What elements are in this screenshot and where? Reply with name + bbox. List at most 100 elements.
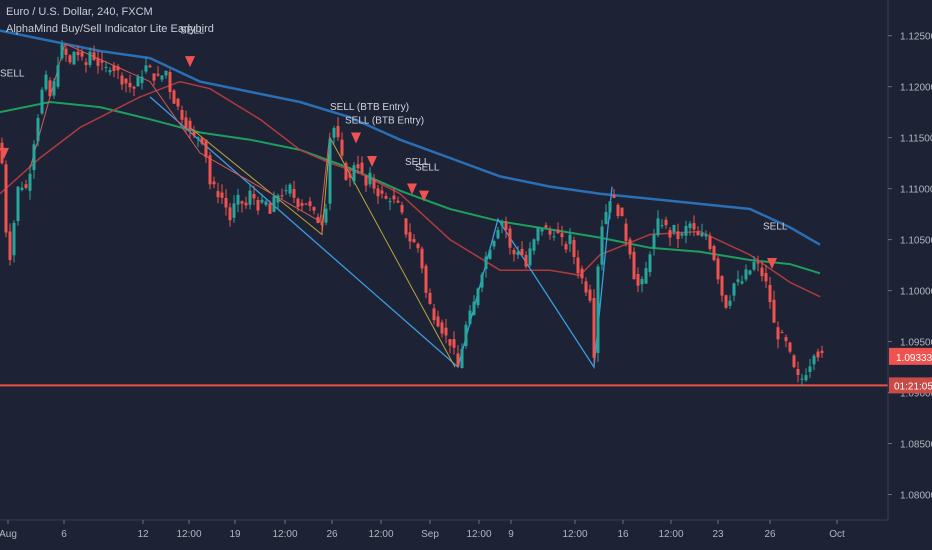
candle-body xyxy=(656,218,660,236)
time-badge-label: 01:21:05 xyxy=(894,381,932,392)
candle-body xyxy=(492,240,496,247)
candle-body xyxy=(140,76,144,84)
candle-body xyxy=(392,195,396,200)
candle-body xyxy=(116,66,120,71)
sell-marker-icon xyxy=(407,183,417,195)
candle-body xyxy=(252,193,256,199)
candle-body xyxy=(356,164,360,169)
candle-body xyxy=(48,80,52,97)
candle-body xyxy=(532,239,536,251)
x-tick-label: 9 xyxy=(508,529,514,540)
candle-body xyxy=(32,144,36,171)
candle-body xyxy=(160,75,164,80)
candle-body xyxy=(760,267,764,277)
candle-body xyxy=(684,225,688,236)
candle-body xyxy=(52,81,56,96)
candle-body xyxy=(88,51,92,66)
candle-body xyxy=(176,98,180,107)
candle-body xyxy=(308,201,312,207)
x-tick-label: 16 xyxy=(617,529,629,540)
x-tick-label: 26 xyxy=(326,529,338,540)
candle-body xyxy=(248,190,252,205)
candle-body xyxy=(288,184,292,194)
candle-body xyxy=(672,224,676,233)
candle-body xyxy=(328,139,332,204)
candle-body xyxy=(204,139,208,158)
x-tick-label: 12:00 xyxy=(562,529,587,540)
candle-body xyxy=(368,172,372,185)
candle-body xyxy=(784,337,788,342)
candle-body xyxy=(808,366,812,372)
candle-body xyxy=(688,223,692,229)
sell-label: SELL (BTB Entry) xyxy=(345,115,424,126)
candle-body xyxy=(128,82,132,88)
candle-body xyxy=(548,230,552,235)
candle-body xyxy=(608,201,612,213)
candle-body xyxy=(668,230,672,238)
candle-body xyxy=(716,258,720,280)
candle-body xyxy=(776,327,780,340)
sell-label: SELL xyxy=(405,157,430,168)
plot-area xyxy=(0,0,888,520)
candle-body xyxy=(756,262,760,264)
candle-body xyxy=(344,163,348,180)
candle-body xyxy=(304,203,308,205)
price-badge-label: 1.09333 xyxy=(896,353,932,364)
sell-marker-icon xyxy=(419,190,429,202)
candle-body xyxy=(576,257,580,274)
candle-body xyxy=(300,203,304,206)
candle-body xyxy=(696,231,700,236)
candle-body xyxy=(284,190,288,192)
candle-body xyxy=(40,89,44,114)
candle-body xyxy=(316,216,320,224)
y-tick-label: 1.08000 xyxy=(900,491,932,502)
candle-body xyxy=(564,244,568,250)
candle-body xyxy=(384,196,388,199)
candle-body xyxy=(44,74,48,90)
x-tick-label: 12:00 xyxy=(272,529,297,540)
candle-body xyxy=(472,301,476,316)
candle-body xyxy=(764,273,768,282)
y-tick-label: 1.11000 xyxy=(900,185,932,196)
sell-label: SELL xyxy=(180,26,205,37)
candle-body xyxy=(408,232,412,242)
candle-body xyxy=(432,308,436,321)
candle-body xyxy=(36,117,40,142)
candle-body xyxy=(80,51,84,57)
candle-body xyxy=(100,60,104,63)
candle-body xyxy=(780,332,784,334)
candle-body xyxy=(224,198,228,208)
candle-body xyxy=(112,65,116,71)
sell-marker-icon xyxy=(185,56,195,68)
candle-body xyxy=(188,120,192,130)
candle-body xyxy=(648,254,652,273)
x-tick-label: 23 xyxy=(712,529,724,540)
candle-body xyxy=(516,251,520,256)
candle-body xyxy=(380,190,384,194)
candle-body xyxy=(236,194,240,205)
candle-body xyxy=(528,248,532,266)
candle-body xyxy=(816,351,820,358)
sell-label: SELL xyxy=(763,221,788,232)
candle-body xyxy=(580,268,584,279)
candle-body xyxy=(464,324,468,347)
candle-body xyxy=(704,234,708,237)
candle-body xyxy=(676,231,680,240)
candle-body xyxy=(700,232,704,237)
candle-body xyxy=(540,228,544,232)
candle-body xyxy=(596,266,600,353)
candle-body xyxy=(584,281,588,293)
y-tick-label: 1.10000 xyxy=(900,287,932,298)
sell-label: SELL xyxy=(0,68,25,79)
candle-body xyxy=(420,248,424,269)
candle-body xyxy=(452,339,456,348)
ma-red-line xyxy=(0,80,821,298)
candle-body xyxy=(136,76,140,87)
sell-marker-icon xyxy=(767,257,777,269)
x-tick-label: 12 xyxy=(137,529,149,540)
candle-body xyxy=(592,298,596,358)
candle-body xyxy=(360,162,364,173)
candle-body xyxy=(712,245,716,261)
